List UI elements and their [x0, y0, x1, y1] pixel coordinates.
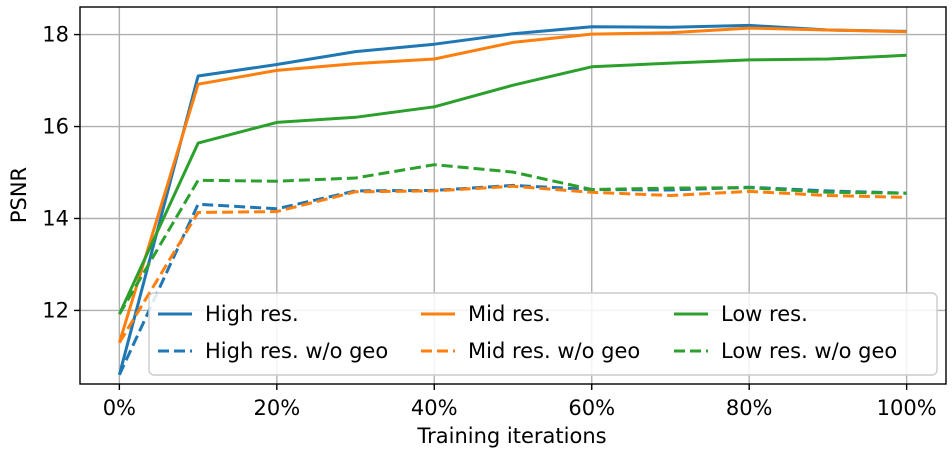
x-tick-label-2: 40% — [411, 396, 458, 420]
series-line-2 — [118, 53, 907, 315]
legend-label-1: Mid res. — [468, 302, 551, 326]
y-axis-title: PSNR — [7, 167, 31, 223]
x-axis-title: Training iterations — [416, 424, 606, 448]
y-tick-label-2: 16 — [42, 115, 69, 139]
y-tick-label-0: 12 — [42, 298, 69, 322]
legend-label-5: Low res. w/o geo — [721, 339, 897, 363]
axes: 0% 20% 40% 60% 80% 100% 12 14 16 18 — [42, 6, 947, 420]
series-lines — [117, 23, 907, 376]
x-tick-label-0: 0% — [103, 396, 136, 420]
series-line-0 — [117, 23, 907, 376]
legend: High res. Mid res. Low res. High res. w/o g… — [148, 292, 938, 376]
series-line-5 — [118, 163, 907, 315]
legend-label-4: Mid res. w/o geo — [468, 339, 640, 363]
legend-label-3: High res. w/o geo — [205, 339, 388, 363]
legend-label-2: Low res. — [721, 302, 808, 326]
series-line-1 — [117, 26, 907, 344]
x-tick-label-4: 80% — [726, 396, 773, 420]
x-tick-label-5: 100% — [877, 396, 937, 420]
legend-label-0: High res. — [205, 302, 299, 326]
x-tick-label-1: 20% — [253, 396, 300, 420]
y-tick-label-3: 18 — [42, 23, 69, 47]
legend-box — [148, 292, 938, 376]
y-tick-label-1: 14 — [42, 206, 69, 230]
axes-frame — [79, 6, 947, 385]
series-line-4 — [118, 184, 907, 344]
x-tick-label-3: 60% — [568, 396, 615, 420]
